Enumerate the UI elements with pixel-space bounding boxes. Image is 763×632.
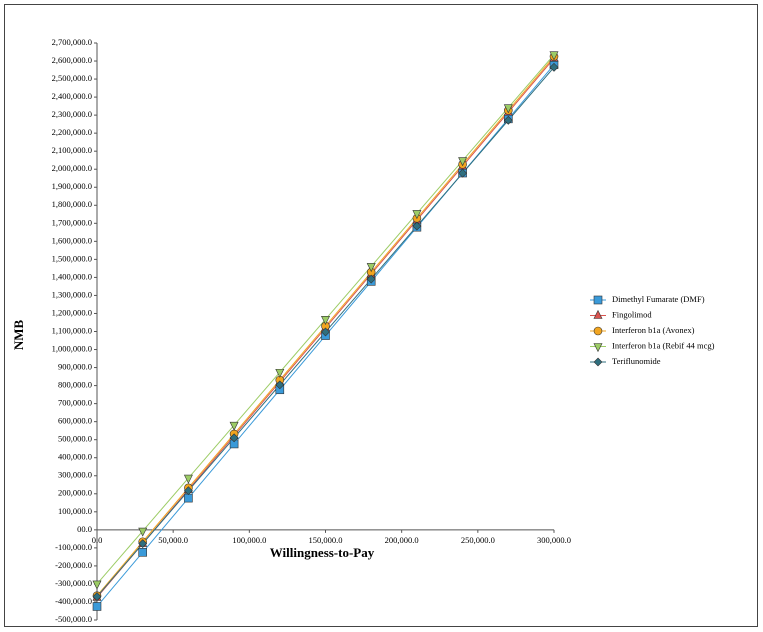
y-tick-label: 1,400,000.0 (52, 271, 92, 281)
data-point (138, 547, 147, 557)
data-point (275, 368, 285, 378)
x-tick-label: 0.0 (92, 535, 103, 545)
x-tick-label: 300,000.0 (537, 535, 571, 545)
data-point (321, 327, 330, 337)
y-tick-label: 1,000,000.0 (52, 343, 92, 353)
data-point (458, 157, 468, 167)
data-point (138, 527, 148, 537)
data-point (366, 263, 376, 273)
data-point (412, 221, 422, 231)
y-tick-label: 2,700,000.0 (52, 37, 92, 47)
data-point (229, 421, 239, 431)
y-tick-label: 1,800,000.0 (52, 199, 92, 209)
y-tick-label: 1,600,000.0 (52, 235, 92, 245)
y-tick-label: 500,000.0 (58, 434, 92, 444)
y-tick-label: -100,000.0 (55, 542, 92, 552)
y-tick-label: 2,500,000.0 (52, 73, 92, 83)
y-tick-label: -200,000.0 (55, 560, 92, 570)
data-point (503, 104, 513, 114)
data-point (503, 115, 513, 125)
y-tick-label: 2,300,000.0 (52, 109, 92, 119)
y-tick-label: 1,200,000.0 (52, 307, 92, 317)
y-tick-label: 00.0 (77, 524, 92, 534)
data-point (549, 62, 559, 72)
y-tick-label: 600,000.0 (58, 416, 92, 426)
y-tick-label: 300,000.0 (58, 470, 92, 480)
data-point (229, 433, 239, 443)
y-tick-label: 1,500,000.0 (52, 253, 92, 263)
x-tick-label: 200,000.0 (385, 535, 419, 545)
y-tick-label: 2,000,000.0 (52, 163, 92, 173)
data-point (366, 274, 376, 284)
y-tick-label: 1,900,000.0 (52, 181, 92, 191)
data-point (458, 168, 468, 178)
data-point (92, 580, 102, 590)
y-tick-label: 2,600,000.0 (52, 55, 92, 65)
y-tick-label: 2,100,000.0 (52, 145, 92, 155)
y-axis-title: NMB (11, 320, 26, 351)
y-tick-label: 2,200,000.0 (52, 127, 92, 137)
data-point (92, 602, 102, 611)
y-tick-label: 1,300,000.0 (52, 289, 92, 299)
y-tick-label: 1,100,000.0 (52, 325, 92, 335)
y-tick-label: 400,000.0 (58, 452, 92, 462)
legend-marker (593, 326, 603, 336)
y-tick-label: -500,000.0 (55, 614, 92, 624)
legend-label: Teriflunomide (612, 356, 661, 366)
data-point (321, 316, 330, 325)
data-point (138, 539, 148, 549)
x-axis-title: Willingness-to-Pay (270, 545, 375, 560)
data-point (183, 474, 193, 484)
legend-label: Interferon b1a (Avonex) (612, 325, 695, 335)
legend-label: Dimethyl Fumarate (DMF) (612, 294, 705, 304)
data-point (92, 592, 102, 601)
data-point (412, 210, 422, 220)
frame (4, 4, 758, 627)
legend-marker (593, 295, 603, 305)
y-tick-label: 1,700,000.0 (52, 217, 92, 227)
x-tick-label: 150,000.0 (309, 535, 343, 545)
y-tick-label: 100,000.0 (58, 506, 92, 516)
legend-marker (593, 309, 603, 319)
y-tick-label: 900,000.0 (58, 362, 92, 372)
y-tick-label: -300,000.0 (55, 578, 92, 588)
legend-label: Interferon b1a (Rebif 44 mcg) (612, 340, 715, 350)
y-tick-label: 2,400,000.0 (52, 91, 92, 101)
y-tick-label: 200,000.0 (58, 488, 92, 498)
y-tick-label: -400,000.0 (55, 596, 92, 606)
data-point (184, 493, 193, 503)
data-point (275, 380, 285, 390)
legend-marker (593, 343, 603, 353)
x-tick-label: 100,000.0 (232, 535, 266, 545)
x-tick-label: 50,000.0 (158, 535, 188, 545)
data-point (183, 486, 193, 496)
data-point (549, 51, 559, 61)
y-tick-label: 700,000.0 (58, 398, 92, 408)
x-tick-label: 250,000.0 (461, 535, 495, 545)
y-tick-label: 800,000.0 (58, 380, 92, 390)
legend-marker (593, 357, 603, 367)
legend-label: Fingolimod (612, 309, 652, 319)
